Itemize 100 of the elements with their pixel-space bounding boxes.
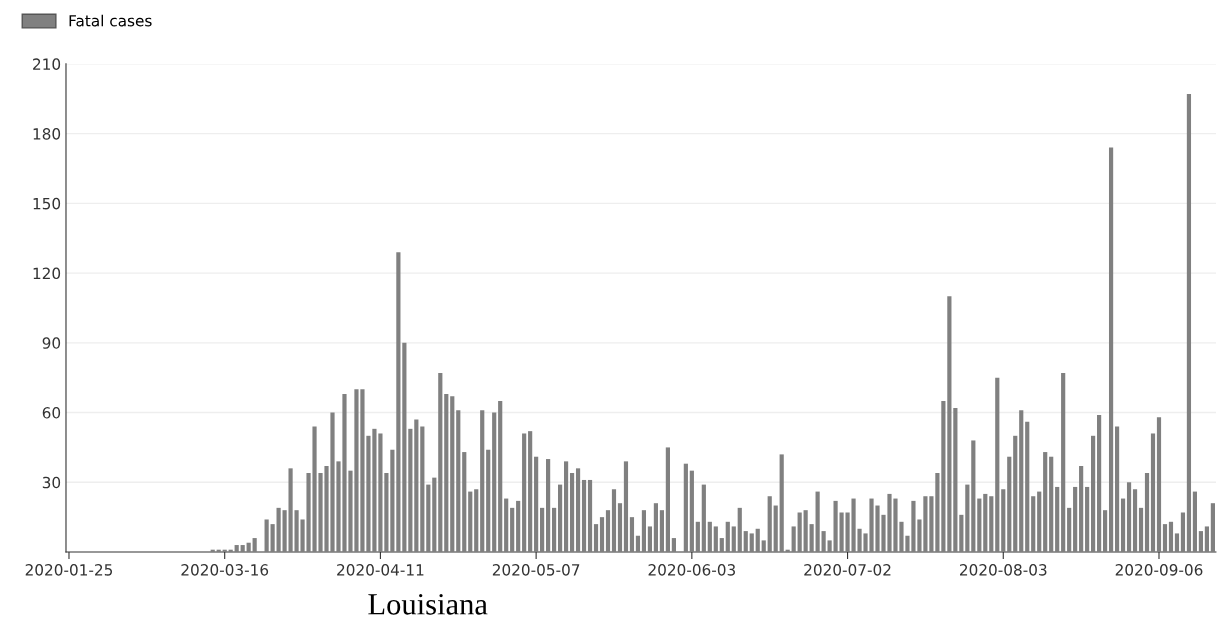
y-tick-label: 90 (42, 337, 61, 349)
bar (420, 426, 425, 553)
bar (1138, 507, 1144, 553)
bar (713, 526, 718, 553)
bar (569, 472, 575, 553)
y-tick-label: 210 (33, 58, 61, 70)
bar (959, 514, 964, 553)
bar (1055, 486, 1060, 553)
bar (414, 419, 419, 553)
bar (486, 449, 491, 553)
bar (731, 526, 736, 553)
bar (1132, 489, 1138, 553)
bar (623, 461, 629, 553)
bar (468, 491, 473, 553)
bar (761, 540, 766, 553)
bar (1049, 456, 1054, 553)
bar (546, 459, 551, 553)
bar (659, 510, 664, 553)
bar (995, 377, 1000, 553)
bar (510, 507, 515, 553)
bar (234, 545, 239, 553)
bar (947, 296, 952, 553)
y-tick-label: 120 (33, 267, 61, 280)
x-tick-label: 2020-04-11 (337, 564, 424, 576)
bar (557, 484, 563, 553)
bar (432, 477, 437, 553)
bar (240, 545, 245, 553)
bar (1198, 531, 1204, 553)
bar (599, 517, 605, 553)
bar (264, 519, 269, 553)
bar (815, 491, 820, 553)
bar (725, 521, 730, 553)
bar (581, 479, 587, 553)
bar (575, 468, 581, 553)
bar (653, 503, 659, 553)
bar (480, 410, 485, 553)
bar (252, 538, 257, 553)
bar (989, 496, 994, 553)
bar (1043, 452, 1048, 553)
bar (528, 431, 533, 553)
bar (1144, 472, 1150, 553)
bar (719, 538, 724, 553)
bar (540, 507, 545, 553)
bar (593, 524, 599, 553)
bar (1067, 507, 1072, 553)
bar (611, 489, 617, 553)
bar (941, 400, 946, 553)
bar (749, 533, 754, 553)
bar (1210, 503, 1215, 553)
bar (492, 412, 497, 553)
bar (552, 507, 557, 553)
bar (767, 496, 772, 553)
bar (1192, 491, 1198, 553)
bar (504, 498, 509, 553)
bar (587, 479, 593, 553)
bar (701, 484, 706, 553)
bar (779, 454, 784, 553)
bar (1162, 524, 1168, 553)
bar (1073, 486, 1078, 553)
bar (1103, 510, 1108, 553)
bar (1085, 486, 1090, 553)
bar (1150, 433, 1156, 553)
bar (1097, 414, 1102, 553)
bar (755, 528, 760, 553)
bar (1091, 435, 1096, 553)
bar (1114, 426, 1120, 553)
bar (797, 512, 802, 553)
y-tick-label: 30 (42, 476, 61, 489)
bar (456, 410, 461, 553)
bar (629, 517, 635, 553)
bar (665, 447, 670, 553)
bar (641, 510, 647, 553)
bar (270, 524, 275, 553)
bar (635, 535, 641, 553)
bar (1180, 512, 1186, 553)
bar (1031, 496, 1036, 553)
text: Louisiana (368, 594, 488, 615)
x-tick-label: 2020-09-06 (1115, 564, 1203, 576)
bar (408, 428, 413, 553)
bar (402, 342, 407, 553)
x-tick-label: 2020-08-03 (960, 564, 1047, 576)
bar (647, 526, 653, 553)
bar (737, 507, 742, 553)
bar (1204, 526, 1209, 553)
bar (671, 538, 676, 553)
bar (1013, 435, 1018, 553)
bar (450, 396, 455, 553)
bar (1037, 491, 1042, 553)
bar (390, 449, 395, 553)
bar (522, 433, 527, 553)
bar (803, 510, 808, 553)
y-tick-label: 150 (33, 197, 61, 210)
bar (689, 470, 694, 553)
x-tick-label: 2020-05-07 (492, 564, 580, 576)
bar (977, 498, 982, 553)
bar (474, 489, 479, 553)
bar (1025, 421, 1030, 553)
x-tick-label: 2020-01-25 (25, 564, 113, 576)
legend-label: Fatal cases (69, 14, 152, 27)
bar (809, 524, 814, 553)
